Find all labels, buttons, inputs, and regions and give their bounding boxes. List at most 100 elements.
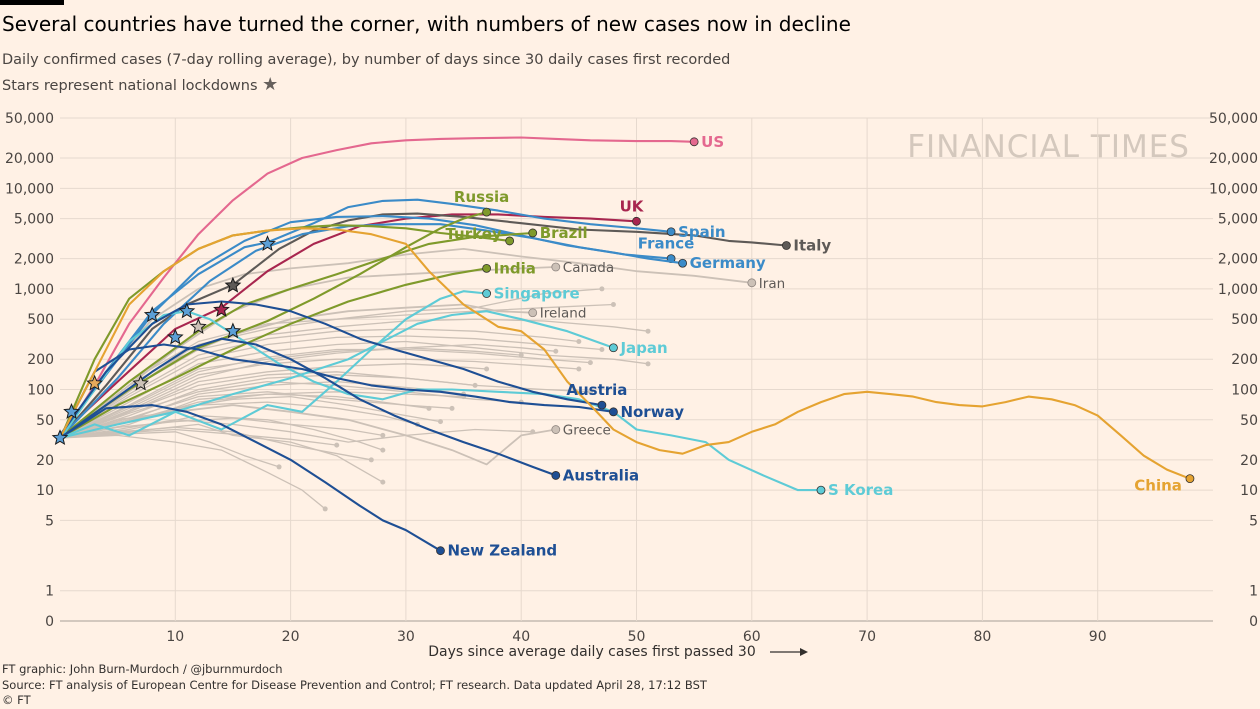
background-country-line bbox=[59, 328, 579, 439]
background-country-line bbox=[59, 358, 579, 439]
series-label-australia: Australia bbox=[563, 466, 639, 484]
x-axis-arrow-icon bbox=[800, 648, 808, 656]
background-country-endpoint bbox=[518, 352, 524, 358]
background-country-endpoint bbox=[437, 419, 443, 425]
series-label-austria: Austria bbox=[566, 381, 627, 399]
series-line-germany bbox=[59, 215, 683, 437]
series-label-uk: UK bbox=[620, 197, 645, 215]
series-label-us: US bbox=[701, 133, 724, 151]
x-tick-label: 70 bbox=[858, 629, 876, 645]
series-line-iran bbox=[59, 248, 752, 439]
background-country-endpoint bbox=[334, 442, 340, 448]
x-tick-label: 60 bbox=[743, 629, 761, 645]
x-tick-label: 30 bbox=[397, 629, 415, 645]
chart-title: Several countries have turned the corner… bbox=[2, 12, 851, 36]
background-country-line bbox=[59, 417, 383, 439]
x-tick-label: 10 bbox=[166, 629, 184, 645]
background-country-endpoint bbox=[368, 457, 374, 463]
series-endpoint-canada bbox=[551, 262, 561, 272]
y-tick-label-left: 10 bbox=[36, 483, 54, 499]
x-tick-label: 40 bbox=[512, 629, 530, 645]
series-endpoint-s-korea bbox=[816, 485, 826, 495]
chart-plot: FINANCIAL TIMES 0 0 1 1 5 5 10 10 20 20 50 50 100 100 2… bbox=[5, 111, 1258, 660]
x-tick-label: 50 bbox=[628, 629, 646, 645]
series-label-china: China bbox=[1134, 477, 1182, 495]
x-axis-label: Days since average daily cases first pas… bbox=[428, 644, 756, 660]
series-endpoint-germany bbox=[678, 258, 688, 268]
series-line-canada bbox=[59, 266, 556, 439]
y-tick-label-right: 5,000 bbox=[1218, 212, 1258, 228]
background-country-line bbox=[59, 431, 280, 468]
series-label-russia: Russia bbox=[454, 188, 509, 206]
series-endpoint-iran bbox=[747, 278, 757, 288]
y-tick-label-right: 1 bbox=[1249, 584, 1258, 600]
series-endpoint-australia bbox=[551, 471, 561, 480]
series-label-ireland: Ireland bbox=[540, 306, 587, 322]
series-endpoint-new-zealand bbox=[436, 546, 445, 556]
background-country-endpoint bbox=[599, 286, 605, 292]
star-icon: ★ bbox=[262, 74, 279, 95]
lockdown-star-icon bbox=[132, 374, 150, 391]
y-tick-label-right: 0 bbox=[1249, 614, 1258, 630]
series-endpoint-singapore bbox=[482, 289, 492, 298]
y-tick-label-left: 20 bbox=[36, 453, 54, 469]
series-endpoint-greece bbox=[551, 425, 561, 434]
series-endpoint-japan bbox=[609, 343, 618, 353]
series-label-germany: Germany bbox=[690, 254, 766, 272]
background-country-line bbox=[59, 434, 326, 510]
series-line-austria bbox=[59, 300, 603, 437]
series-label-spain: Spain bbox=[678, 223, 725, 241]
y-tick-label-left: 2,000 bbox=[14, 252, 54, 268]
series-line-australia bbox=[59, 337, 557, 477]
y-tick-label-left: 5,000 bbox=[14, 212, 54, 228]
background-country-line bbox=[59, 414, 384, 451]
series-line-new-zealand bbox=[59, 404, 442, 552]
x-tick-label: 80 bbox=[973, 629, 991, 645]
background-country-endpoint bbox=[587, 389, 593, 395]
series-label-iran: Iran bbox=[759, 276, 785, 292]
series-line-japan bbox=[59, 310, 614, 440]
background-country-endpoint bbox=[610, 301, 616, 307]
y-tick-label-right: 5 bbox=[1249, 513, 1258, 529]
y-tick-label-left: 50 bbox=[36, 413, 54, 429]
lockdown-star-icon bbox=[224, 276, 242, 293]
series-line-china bbox=[59, 227, 1191, 480]
chart-subtitle: Daily confirmed cases (7-day rolling ave… bbox=[2, 52, 731, 68]
background-country-endpoint bbox=[380, 447, 386, 453]
series-endpoint-turkey bbox=[505, 236, 515, 246]
series-label-norway: Norway bbox=[620, 403, 684, 421]
series-endpoint-norway bbox=[609, 407, 618, 417]
y-tick-label-left: 0 bbox=[45, 614, 54, 630]
series-endpoint-india bbox=[482, 263, 492, 273]
background-country-endpoint bbox=[553, 348, 559, 354]
series-label-greece: Greece bbox=[563, 423, 611, 439]
y-tick-label-right: 50,000 bbox=[1209, 111, 1258, 127]
ft-watermark: FINANCIAL TIMES bbox=[907, 129, 1190, 165]
series-line-norway bbox=[59, 343, 614, 439]
y-tick-label-left: 200 bbox=[27, 352, 54, 368]
series-line-russia bbox=[59, 211, 487, 438]
y-tick-label-right: 10 bbox=[1240, 483, 1258, 499]
series-endpoint-us bbox=[689, 137, 699, 147]
x-tick-label: 20 bbox=[282, 629, 300, 645]
y-tick-label-left: 5 bbox=[45, 513, 54, 529]
x-tick-label: 90 bbox=[1089, 629, 1107, 645]
lockdown-star-icon bbox=[143, 306, 161, 323]
series-endpoint-china bbox=[1185, 474, 1195, 484]
chart-subtitle-stars: Stars represent national lockdowns ★ bbox=[2, 74, 278, 95]
series-endpoint-italy bbox=[781, 241, 791, 250]
footer-source: Source: FT analysis of European Centre f… bbox=[2, 678, 707, 692]
background-country-endpoint bbox=[322, 506, 328, 512]
series-endpoint-russia bbox=[482, 207, 492, 217]
y-tick-label-right: 20,000 bbox=[1209, 151, 1258, 167]
y-tick-label-left: 1 bbox=[45, 584, 54, 600]
series-label-india: India bbox=[494, 259, 536, 277]
y-tick-label-right: 500 bbox=[1231, 312, 1258, 328]
background-country-line bbox=[59, 401, 418, 439]
lockdown-star-icon bbox=[86, 374, 103, 391]
ft-brand-bar bbox=[0, 0, 64, 5]
background-country-endpoint bbox=[484, 366, 490, 372]
background-country-line bbox=[59, 348, 591, 439]
background-country-endpoint bbox=[645, 361, 651, 367]
series-label-new-zealand: New Zealand bbox=[447, 542, 557, 560]
